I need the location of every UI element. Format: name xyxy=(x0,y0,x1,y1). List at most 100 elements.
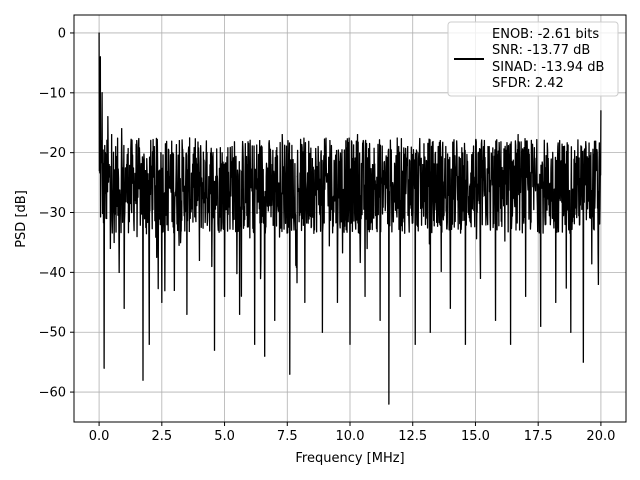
series-point xyxy=(356,134,359,136)
x-tick-label: 7.5 xyxy=(277,429,298,444)
legend-box xyxy=(447,21,619,97)
series-point xyxy=(111,134,113,136)
x-tick-label: 12.5 xyxy=(398,429,427,444)
series-point xyxy=(399,295,401,297)
y-tick-label: −20 xyxy=(39,146,66,161)
series-point xyxy=(525,295,527,297)
x-axis-label: Frequency [MHz] xyxy=(295,451,404,466)
series-point xyxy=(118,271,120,273)
y-tick-label: −40 xyxy=(39,266,66,281)
series-point xyxy=(336,301,339,303)
legend-sfdr: SFDR: 2.42 xyxy=(492,76,564,91)
series-point xyxy=(123,307,125,309)
series-point xyxy=(597,283,600,285)
series-point xyxy=(103,367,105,369)
series-point xyxy=(142,379,144,381)
x-tick-label: 2.5 xyxy=(151,429,172,444)
series-point xyxy=(223,295,226,297)
series-point xyxy=(562,146,564,148)
series-point xyxy=(98,110,101,112)
series-point xyxy=(414,343,416,345)
series-layer xyxy=(98,32,602,405)
series-point xyxy=(246,164,248,166)
legend-enob: ENOB: -2.61 bits xyxy=(492,27,599,42)
series-point xyxy=(186,313,188,315)
series-point xyxy=(231,146,233,148)
series-point xyxy=(517,134,519,136)
series-point xyxy=(304,301,306,303)
series-point xyxy=(178,140,180,142)
series-point xyxy=(153,146,155,148)
series-point xyxy=(472,152,474,154)
series-point xyxy=(296,176,298,178)
series-point xyxy=(102,164,104,166)
x-tick-label: 5.0 xyxy=(214,429,235,444)
series-point xyxy=(379,319,381,321)
series-point xyxy=(148,343,150,345)
series-point xyxy=(449,307,451,309)
series-point xyxy=(107,116,109,118)
series-point xyxy=(388,403,390,405)
series-point xyxy=(494,319,497,321)
series-point xyxy=(104,152,106,154)
series-point xyxy=(254,343,256,345)
series-point xyxy=(239,313,241,315)
series-point xyxy=(113,241,115,244)
series-point xyxy=(349,343,351,345)
y-axis-label: PSD [dB] xyxy=(14,190,29,248)
y-tick-label: 0 xyxy=(58,26,66,41)
x-tick-label: 20.0 xyxy=(586,429,615,444)
series-point xyxy=(109,247,111,250)
series-point xyxy=(161,301,163,303)
series-point xyxy=(429,331,431,333)
series-point xyxy=(271,164,273,166)
series-point xyxy=(289,373,291,375)
y-tick-label: −60 xyxy=(39,386,66,401)
series-point xyxy=(582,361,584,363)
series-point xyxy=(173,289,175,291)
series-point xyxy=(532,176,534,178)
series-point xyxy=(575,170,577,172)
series-point xyxy=(101,92,103,94)
legend-sinad: SINAD: -13.94 dB xyxy=(492,60,604,75)
series-point xyxy=(555,301,557,303)
legend-snr: SNR: -13.77 dB xyxy=(492,43,590,58)
series-point xyxy=(600,110,602,112)
x-tick-label: 10.0 xyxy=(336,429,365,444)
series-point xyxy=(100,140,102,142)
series-point xyxy=(479,277,482,279)
series-point xyxy=(321,331,323,333)
y-tick-label: −10 xyxy=(39,86,66,101)
series-point xyxy=(464,343,467,345)
series-point xyxy=(99,56,101,58)
series-point xyxy=(502,170,504,172)
x-tick-label: 0.0 xyxy=(89,429,110,444)
x-tick-label: 17.5 xyxy=(524,429,553,444)
series-point xyxy=(98,32,100,34)
series-point xyxy=(394,170,396,172)
series-point xyxy=(364,295,366,297)
series-point xyxy=(126,164,128,166)
series-point xyxy=(116,176,118,178)
series-point xyxy=(136,140,138,142)
series-point xyxy=(422,164,424,166)
series-point xyxy=(106,217,108,220)
series-point xyxy=(168,176,170,178)
series-point xyxy=(344,170,346,172)
series-point xyxy=(570,331,572,333)
legend: ENOB: -2.61 bits SNR: -13.77 dB SINAD: -… xyxy=(447,21,619,97)
y-tick-label: −30 xyxy=(39,206,66,221)
series-point xyxy=(206,152,208,154)
series-point xyxy=(281,134,283,136)
series-point xyxy=(108,164,110,166)
series-point xyxy=(144,170,147,172)
series-point xyxy=(198,259,201,261)
series-point xyxy=(193,164,196,166)
series-point xyxy=(216,181,218,184)
series-point xyxy=(407,146,409,148)
series-point xyxy=(457,176,459,178)
series-point xyxy=(264,355,266,357)
series-point xyxy=(590,152,592,154)
series-point xyxy=(439,140,441,142)
